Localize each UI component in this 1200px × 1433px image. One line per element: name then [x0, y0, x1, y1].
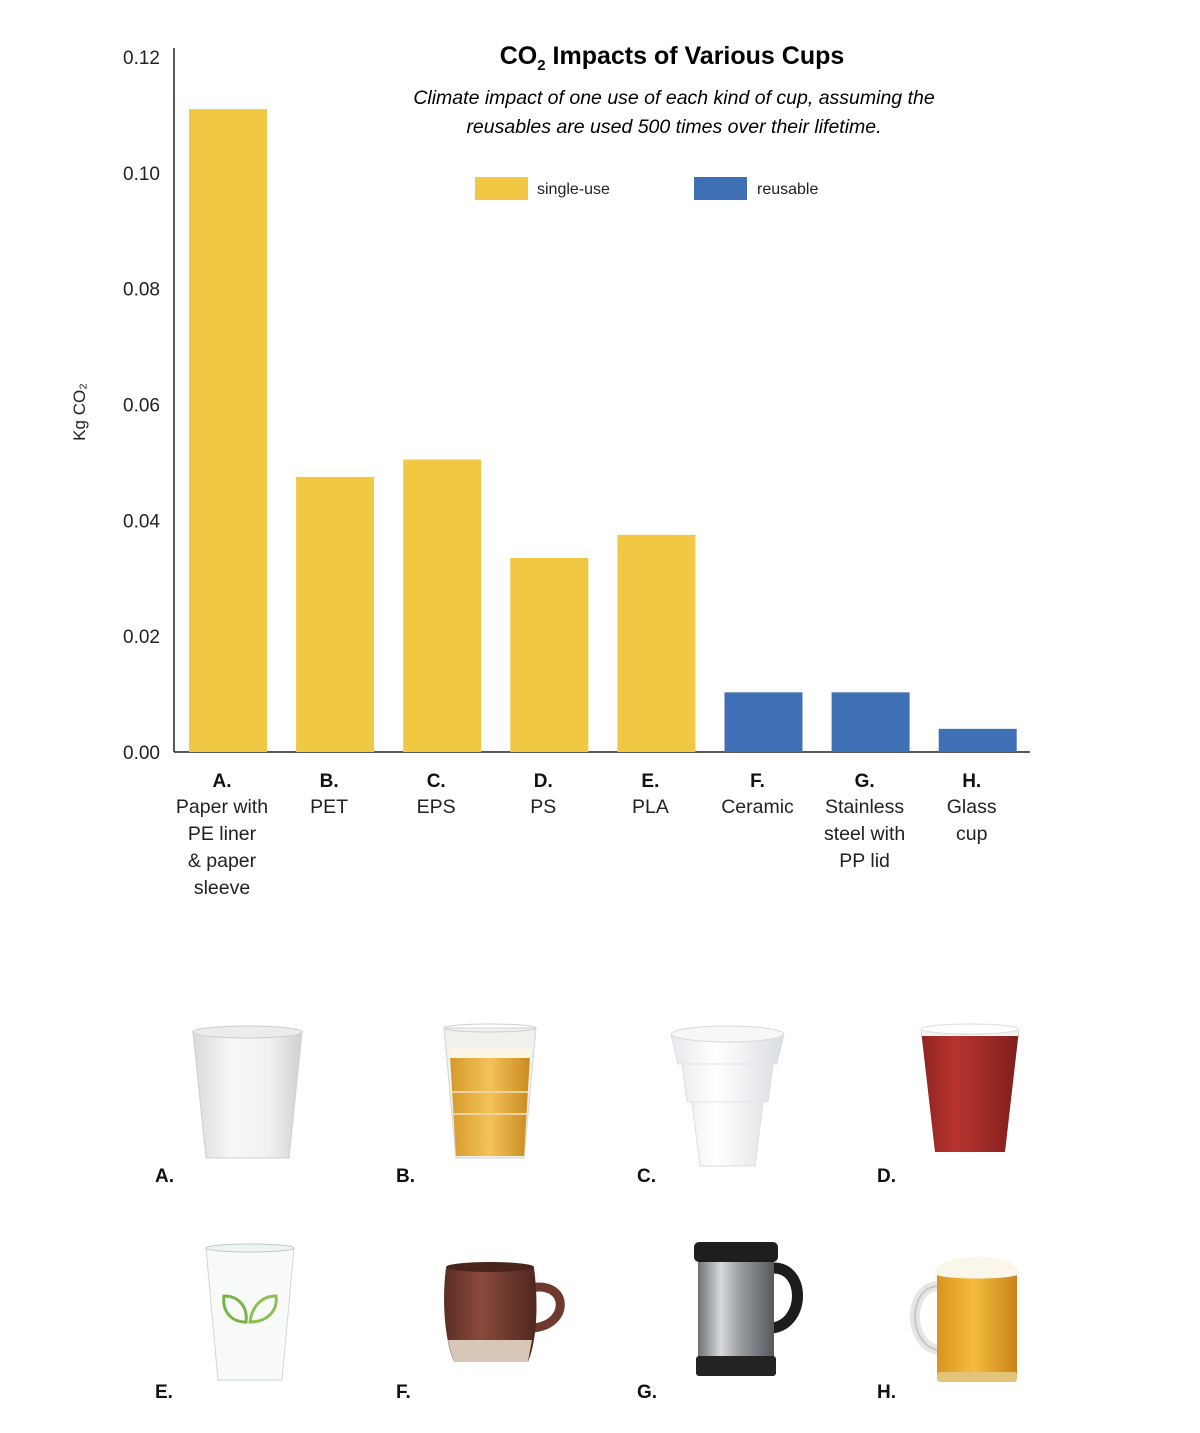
y-tick-labels: 0.00 0.02 0.04 0.06 0.08 0.10 0.12 — [123, 48, 160, 764]
bar-d — [510, 557, 589, 752]
x-tick-labels: A. Paper with PE liner & paper sleeve B. PET C.… — [176, 771, 997, 899]
y-tick-label: 0.02 — [123, 627, 160, 648]
cup-label-e: E. — [155, 1382, 173, 1403]
bar-b — [296, 476, 375, 752]
x-tick-letter: A. — [213, 771, 232, 792]
legend-swatch-reusable — [694, 177, 747, 200]
paper-cup-icon — [192, 1025, 303, 1159]
x-tick-label: PP lid — [839, 850, 890, 872]
y-tick-label: 0.00 — [123, 743, 160, 764]
bar-c — [403, 459, 482, 752]
pla-leaf-cup-icon — [205, 1243, 295, 1381]
y-tick-label: 0.04 — [123, 511, 160, 532]
cup-gallery: A. B. C. — [0, 920, 1200, 1433]
x-tick-label: PS — [530, 796, 556, 818]
foam-cup-icon — [670, 1025, 785, 1167]
legend-swatch-single-use — [475, 177, 528, 200]
x-tick-letter: C. — [427, 771, 446, 792]
bars — [189, 109, 1017, 752]
x-tick-label: Paper with — [176, 796, 268, 818]
bar-g — [831, 692, 910, 752]
x-tick-label: steel with — [824, 823, 905, 845]
x-tick-label: Glass — [947, 796, 997, 818]
pet-beer-cup-icon — [443, 1023, 537, 1159]
chart-subtitle-line-1: Climate impact of one use of each kind o… — [413, 87, 935, 109]
red-plastic-cup-icon — [920, 1023, 1020, 1152]
x-tick-label: PET — [310, 796, 348, 818]
cup-label-h: H. — [877, 1382, 896, 1403]
legend-label-single-use: single-use — [537, 181, 610, 198]
ceramic-mug-icon — [444, 1262, 565, 1362]
cup-label-a: A. — [155, 1166, 174, 1187]
x-tick-label: Ceramic — [721, 796, 794, 818]
steel-travel-mug-icon — [694, 1242, 803, 1376]
x-tick-label: PLA — [632, 796, 669, 818]
cup-label-b: B. — [396, 1166, 415, 1187]
y-tick-label: 0.10 — [123, 164, 160, 185]
cup-label-c: C. — [637, 1166, 656, 1187]
x-tick-label: EPS — [417, 796, 456, 818]
x-tick-letter: H. — [962, 771, 981, 792]
bar-h — [938, 728, 1017, 752]
x-tick-label: PE liner — [188, 823, 257, 845]
x-tick-label: & paper — [188, 850, 257, 872]
cup-label-g: G. — [637, 1382, 658, 1403]
y-tick-label: 0.12 — [123, 48, 160, 69]
chart-title-main: CO — [500, 42, 538, 70]
x-tick-letter: F. — [750, 771, 765, 792]
bar-chart: CO2 Impacts of Various Cups Climate impa… — [70, 42, 1030, 899]
y-tick-label: 0.06 — [123, 396, 160, 417]
x-tick-letter: G. — [855, 771, 875, 792]
x-tick-label: cup — [956, 823, 988, 845]
bar-a — [189, 109, 267, 752]
x-tick-letter: B. — [320, 771, 339, 792]
glass-beer-mug-icon — [910, 1256, 1019, 1382]
x-tick-letter: E. — [641, 771, 659, 792]
x-tick-letter: D. — [534, 771, 553, 792]
chart-title: CO2 Impacts of Various Cups — [500, 42, 845, 74]
cup-label-f: F. — [396, 1382, 411, 1403]
chart-subtitle-line-2: reusables are used 500 times over their … — [466, 116, 881, 138]
chart-title-subscript: 2 — [537, 57, 545, 74]
y-tick-label: 0.08 — [123, 280, 160, 301]
bar-e — [617, 534, 696, 752]
y-axis-label: Kg CO₂ — [70, 383, 89, 441]
x-tick-label: Stainless — [825, 796, 904, 818]
chart-title-rest: Impacts of Various Cups — [546, 42, 845, 70]
legend-label-reusable: reusable — [757, 181, 818, 198]
bar-f — [724, 692, 803, 752]
cup-label-d: D. — [877, 1166, 896, 1187]
x-tick-label: sleeve — [194, 877, 250, 899]
